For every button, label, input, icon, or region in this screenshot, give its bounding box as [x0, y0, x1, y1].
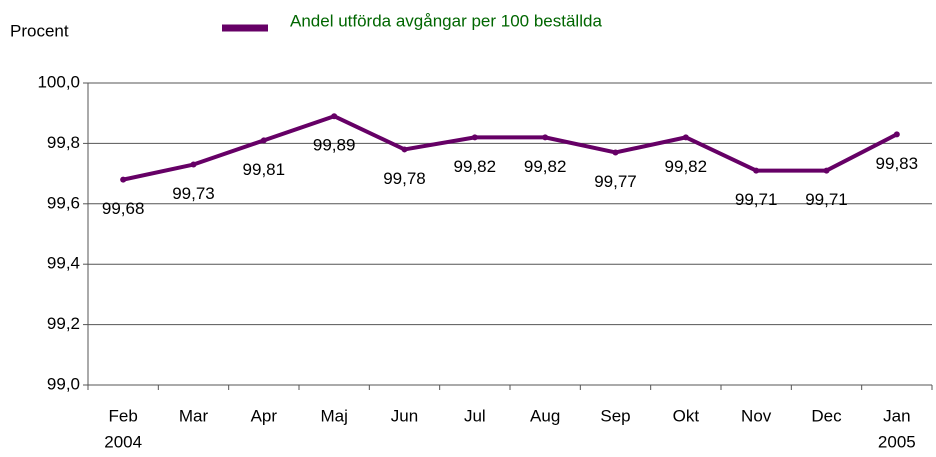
point	[753, 167, 760, 174]
point	[331, 113, 338, 120]
x-tick-label: Okt	[673, 406, 700, 425]
data-label: 99,82	[454, 157, 497, 176]
x-tick-label: Jun	[391, 406, 418, 425]
x-tick-label: Sep	[600, 406, 630, 425]
x-tick-label: Mar	[179, 406, 209, 425]
point	[120, 176, 127, 183]
series-line	[122, 114, 898, 182]
x-tick-label: Nov	[741, 406, 772, 425]
point	[190, 161, 197, 168]
point	[823, 167, 830, 174]
data-label: 99,83	[876, 154, 919, 173]
point	[401, 146, 408, 153]
point	[893, 131, 900, 138]
y-tick-label: 99,2	[47, 314, 80, 333]
data-label: 99,82	[665, 157, 708, 176]
x-tick-label: Jul	[464, 406, 486, 425]
x-tick-label: Jan	[883, 406, 910, 425]
x-tick-sublabel: 2005	[878, 432, 916, 451]
data-label: 99,77	[594, 172, 637, 191]
y-tick-label: 100,0	[37, 72, 80, 91]
data-label: 99,71	[735, 190, 778, 209]
y-tick-label: 99,6	[47, 193, 80, 212]
x-tick-label: Feb	[109, 406, 138, 425]
data-label: 99,68	[102, 199, 145, 218]
data-label: 99,73	[172, 184, 215, 203]
x-tick-label: Dec	[811, 406, 842, 425]
y-axis-title: Procent	[10, 21, 69, 40]
x-tick-label: Aug	[530, 406, 560, 425]
y-tick-label: 99,4	[47, 254, 80, 273]
data-label: 99,71	[805, 190, 848, 209]
data-label: 99,78	[383, 169, 426, 188]
x-tick-sublabel: 2004	[104, 432, 142, 451]
legend-label: Andel utförda avgångar per 100 beställda	[290, 11, 602, 30]
point	[260, 137, 267, 144]
point	[542, 134, 549, 141]
data-label: 99,89	[313, 136, 356, 155]
point	[612, 149, 619, 156]
y-tick-label: 99,0	[47, 374, 80, 393]
point	[682, 134, 689, 141]
point	[471, 134, 478, 141]
y-tick-label: 99,8	[47, 133, 80, 152]
x-tick-label: Apr	[251, 406, 278, 425]
x-tick-label: Maj	[320, 406, 347, 425]
data-label: 99,81	[243, 160, 286, 179]
data-label: 99,82	[524, 157, 567, 176]
